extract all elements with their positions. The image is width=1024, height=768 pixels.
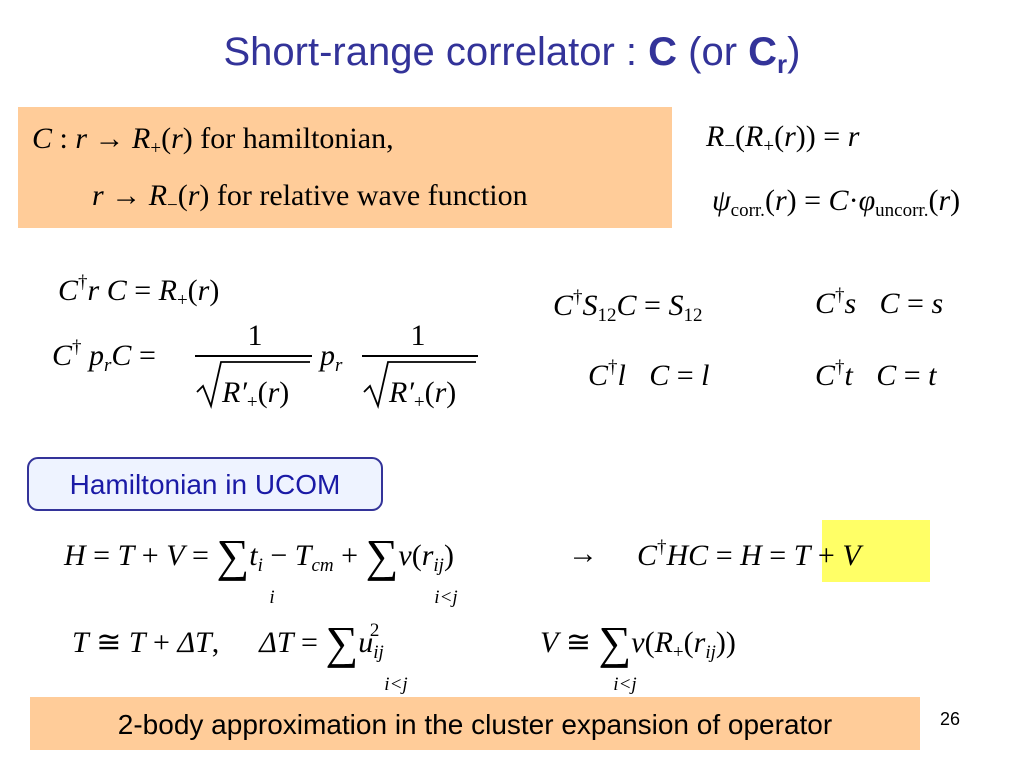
page-number: 26 [940,709,960,729]
definition-line: C : r → R+(r) for hamiltonian, [32,122,394,159]
formula: H = T + V = ∑ti − Tcm + ∑v(rij) [63,530,454,581]
footer-box [30,697,920,750]
radical [196,361,310,410]
definition-box [18,107,672,228]
formula: pr [318,339,343,376]
formula: T ≅ T + ΔT, ΔT = ∑uij2 [72,617,384,668]
numerator: 1 [411,319,426,352]
denominator: R′+(r) [388,376,456,413]
formula: C†r C = R+(r) [58,272,219,311]
sum-limit: i<j [613,674,636,695]
highlight [822,520,930,582]
formula: C†t⃗C = t⃗ [815,357,960,392]
formula: C†HC = H = T + V [637,537,864,572]
formula: C†s⃗C = s⃗ [815,285,966,320]
title: Short-range correlator : C (or Cr) [224,30,801,79]
sum-limit: i [269,587,274,608]
definition-line: r → R−(r) for relative wave function [92,179,528,216]
footer: 2-body approximation in the cluster expa… [118,709,832,740]
denominator: R′+(r) [221,376,289,413]
formula: C†S12C = S12 [553,287,702,326]
formula: ψcorr.(r) = C·φuncorr.(r) [712,184,960,221]
formula: V ≅ ∑v(R+(rij)) [540,617,736,668]
formula: C†l⃗C = l⃗ [588,357,733,392]
section-label-box [27,457,383,511]
formula: C† prC = [52,337,156,376]
sum-limit: i<j [384,674,407,695]
section-label: Hamiltonian in UCOM [70,469,341,500]
numerator: 1 [248,319,263,352]
sum-limit: i<j [434,587,457,608]
radical [363,361,476,410]
formula: R−(R+(r)) = r [705,120,860,157]
arrow: → [568,537,598,570]
